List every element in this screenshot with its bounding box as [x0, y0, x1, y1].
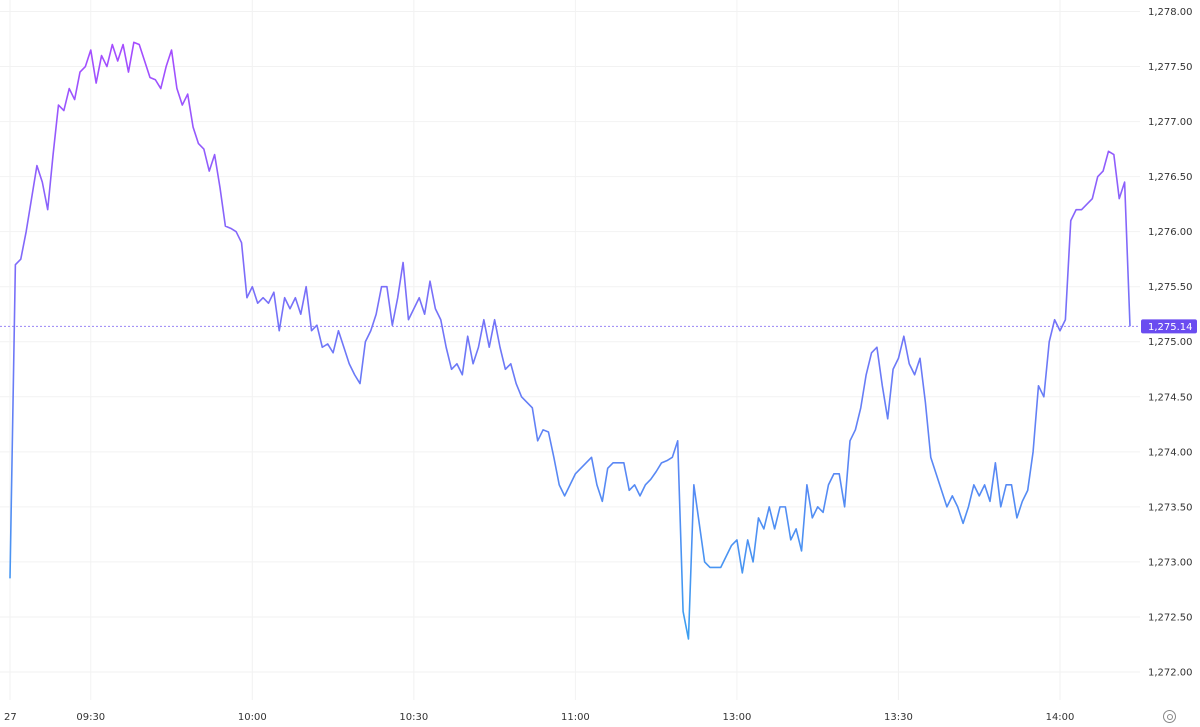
y-tick-label: 1,273.00: [1148, 557, 1193, 568]
y-tick-label: 1,272.00: [1148, 667, 1193, 678]
x-tick-label: 09:30: [76, 712, 105, 723]
y-axis: 1,272.00 1,272.50 1,273.00 1,273.50 1,274.00…: [1148, 7, 1193, 678]
y-tick-label: 1,277.00: [1148, 117, 1193, 128]
y-tick-label: 1,276.50: [1148, 172, 1193, 183]
last-price-label-text: 1,275.14: [1148, 322, 1193, 333]
x-tick-label: 13:30: [884, 712, 913, 723]
x-tick-label: 14:00: [1046, 712, 1075, 723]
chart-settings-gear-icon[interactable]: [1163, 710, 1176, 723]
y-tick-label: 1,275.00: [1148, 337, 1193, 348]
y-tick-label: 1,276.00: [1148, 227, 1193, 238]
y-tick-label: 1,273.50: [1148, 502, 1193, 513]
y-tick-label: 1,277.50: [1148, 62, 1193, 73]
y-tick-label: 1,278.00: [1148, 7, 1193, 18]
x-tick-label: 13:00: [723, 712, 752, 723]
y-tick-label: 1,275.50: [1148, 282, 1193, 293]
last-price-label: 1,275.14: [1141, 319, 1197, 334]
x-tick-label: 10:30: [399, 712, 428, 723]
x-axis: 2709:3010:0010:3011:0013:0013:3014:0014:…: [4, 712, 1075, 723]
last-price-label-background: [1141, 319, 1197, 334]
y-tick-label: 1,274.00: [1148, 447, 1193, 458]
y-tick-label: 1,272.50: [1148, 612, 1193, 623]
y-tick-label: 1,274.50: [1148, 392, 1193, 403]
grid-lines: [0, 0, 1140, 700]
price-series-line: [9, 41, 1131, 640]
x-tick-label: 11:00: [561, 712, 590, 723]
x-tick-label: 10:00: [238, 712, 267, 723]
x-tick-label: 27: [4, 712, 17, 723]
